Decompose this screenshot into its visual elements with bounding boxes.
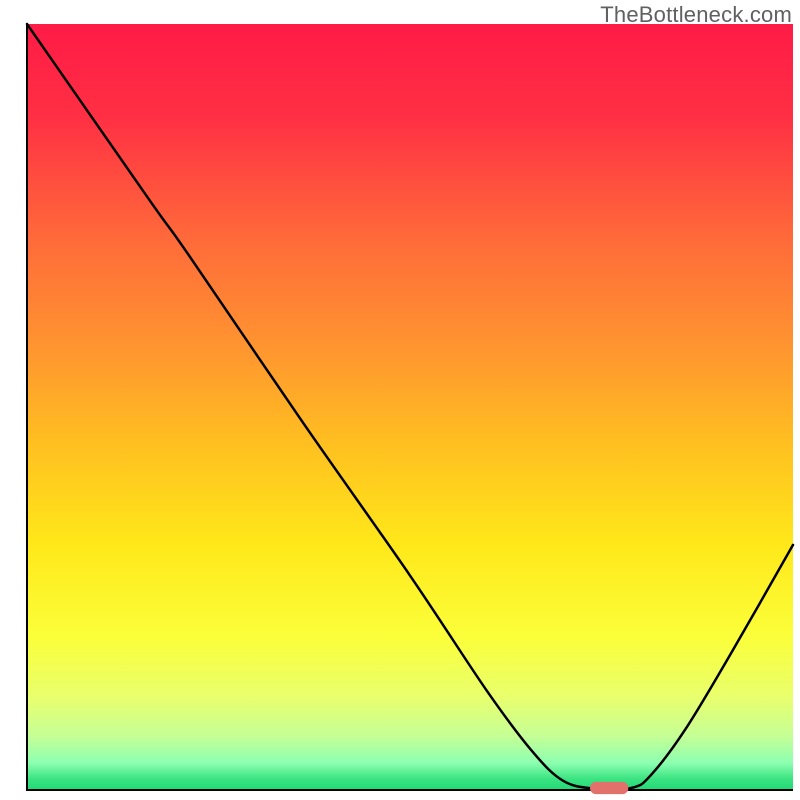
watermark-text: TheBottleneck.com <box>600 2 792 28</box>
optimal-marker <box>590 782 628 794</box>
chart-container: TheBottleneck.com <box>0 0 800 800</box>
bottleneck-chart <box>0 0 800 800</box>
gradient-background <box>27 24 793 790</box>
